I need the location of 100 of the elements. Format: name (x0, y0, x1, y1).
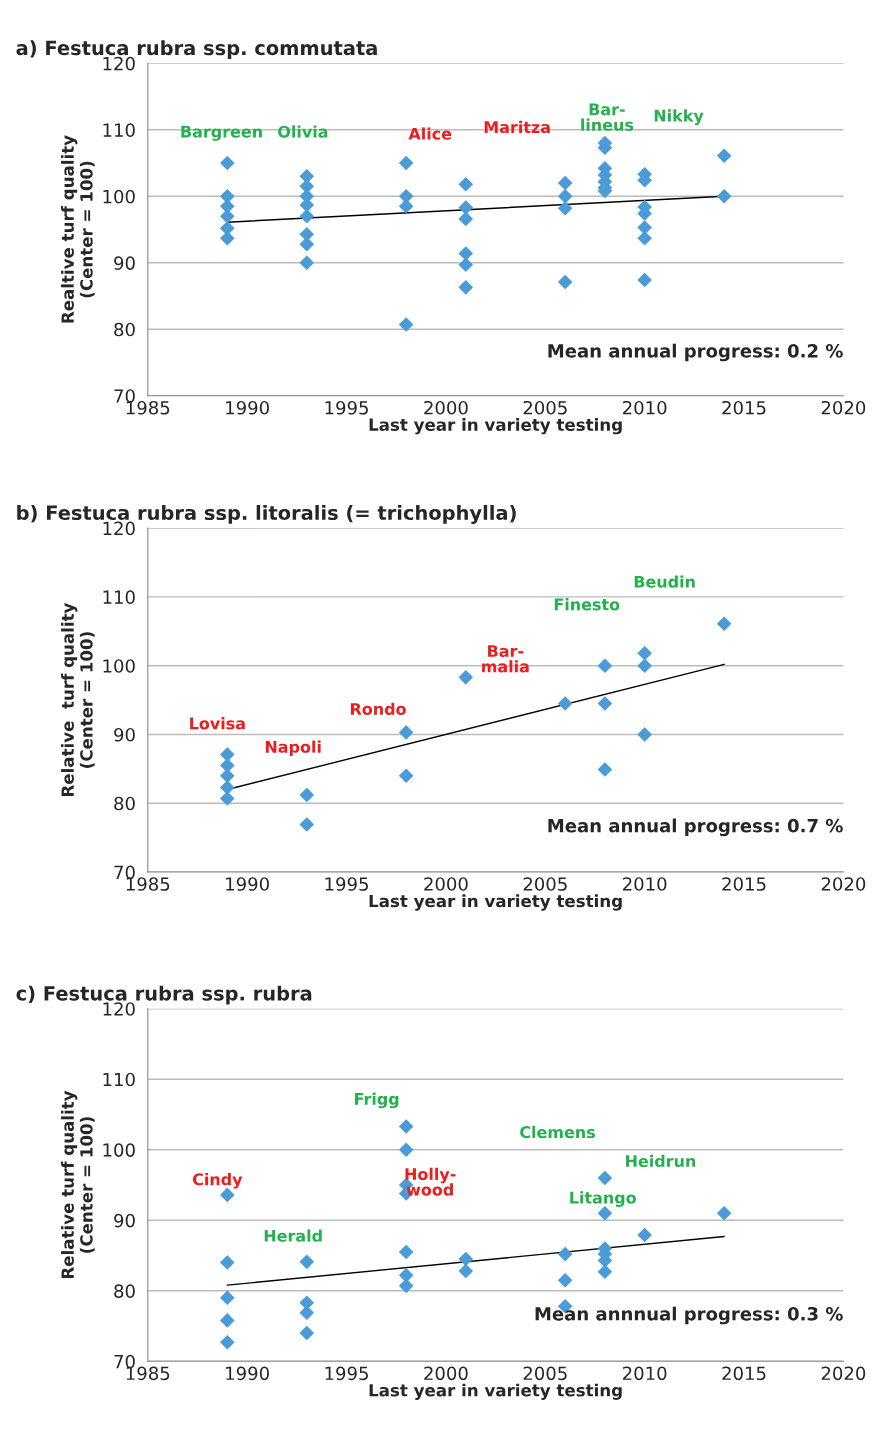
x-tick-label: 2000 (424, 1366, 468, 1381)
x-tick-label: 1990 (226, 877, 269, 891)
y-tick-label: 110 (103, 590, 135, 605)
y-tick-label: 100 (103, 189, 135, 204)
point (458, 1263, 474, 1279)
x-axis-title: Last year in variety testing (369, 418, 622, 435)
point (637, 727, 652, 742)
annotation: Bar- malia (482, 645, 529, 673)
annotation: Clemens (520, 1125, 595, 1139)
point (398, 725, 414, 740)
point (398, 768, 414, 784)
x-tick-label: 2015 (722, 400, 766, 415)
x-tick-label: 2000 (424, 400, 468, 415)
point (637, 230, 652, 246)
x-tick-label: 2005 (523, 1366, 567, 1381)
annotation: Mean annual progress: 0.7 % (548, 818, 843, 837)
point (299, 1325, 315, 1341)
point (398, 1142, 414, 1158)
x-tick-label: 2010 (623, 1366, 667, 1381)
point (458, 280, 474, 295)
annotation: Beudin (634, 575, 695, 588)
point (220, 768, 235, 784)
annotation: Litango (570, 1191, 636, 1207)
y-tick-label: 90 (114, 256, 135, 270)
annotation: Heidrun (626, 1154, 696, 1168)
point (637, 658, 652, 673)
y-tick-label: 70 (114, 865, 135, 880)
x-tick-label: 1985 (126, 400, 170, 415)
point (220, 1313, 235, 1328)
annotation: Mean annnual progress: 0.3 % (535, 1306, 843, 1325)
point (458, 200, 474, 215)
point (299, 787, 315, 803)
x-tick-label: 2015 (722, 1366, 766, 1381)
point (220, 155, 235, 171)
y-tick-label: 100 (103, 659, 135, 673)
point (557, 200, 573, 216)
point (398, 1244, 414, 1260)
x-axis-title: Last year in variety testing (369, 894, 622, 911)
point (398, 1119, 414, 1134)
point (557, 696, 573, 711)
point (597, 658, 613, 673)
point (557, 189, 573, 204)
point (597, 1264, 613, 1280)
x-tick-label: 1995 (325, 877, 368, 891)
point (637, 1227, 652, 1243)
x-tick-label: 1985 (126, 877, 170, 891)
x-tick-label: 1990 (226, 1366, 269, 1381)
x-tick-label: 2005 (523, 877, 567, 891)
point (557, 1246, 573, 1262)
y-tick-label: 70 (114, 389, 135, 403)
point (716, 616, 732, 632)
point (220, 1334, 235, 1350)
x-tick-label: 2020 (821, 400, 866, 415)
point (398, 1278, 414, 1294)
point (597, 1170, 613, 1186)
annotation: Olivia (278, 125, 328, 138)
annotation: Rondo (350, 702, 406, 716)
point (637, 646, 652, 661)
point (458, 177, 474, 192)
annotation: Frigg (355, 1092, 399, 1109)
point (716, 1205, 732, 1221)
annotation: Mean annual progress: 0.2 % (548, 343, 843, 362)
point (398, 317, 414, 332)
x-tick-label: 2005 (523, 400, 567, 415)
x-tick-label: 2015 (722, 877, 766, 891)
x-tick-label: 2010 (623, 400, 667, 415)
point (220, 747, 235, 762)
point (458, 670, 474, 685)
x-tick-label: 1995 (325, 1366, 368, 1381)
annotation: Cindy (192, 1172, 243, 1189)
point (597, 762, 613, 777)
point (299, 817, 315, 832)
point (557, 274, 573, 290)
y-tick-label: 80 (114, 1284, 135, 1298)
annotation: Alice (408, 127, 452, 140)
point (220, 1290, 235, 1306)
point (716, 148, 732, 164)
y-axis-title: Relative turf quality (Center = 100) (61, 1090, 95, 1279)
point (220, 758, 235, 773)
y-tick-label: 80 (114, 796, 135, 811)
point (220, 780, 235, 795)
point (220, 1255, 235, 1270)
annotation: Bar- lineus (581, 103, 634, 131)
y-tick-label: 80 (114, 322, 135, 337)
annotation: Nikky (654, 109, 704, 125)
y-axis-title: Relative turf quality (Center = 100) (61, 602, 95, 797)
x-tick-label: 2000 (424, 877, 468, 891)
y-tick-label: 90 (114, 727, 135, 742)
x-tick-label: 2010 (623, 877, 667, 891)
point (398, 1267, 414, 1283)
point (299, 1254, 315, 1270)
point (637, 220, 652, 235)
annotation: Herald (264, 1229, 322, 1242)
point (458, 257, 474, 273)
x-tick-label: 1990 (226, 400, 269, 415)
annotation: Bargreen (181, 125, 262, 141)
point (637, 272, 652, 288)
y-tick-label: 110 (103, 123, 135, 137)
point (458, 211, 474, 227)
point (299, 255, 315, 271)
